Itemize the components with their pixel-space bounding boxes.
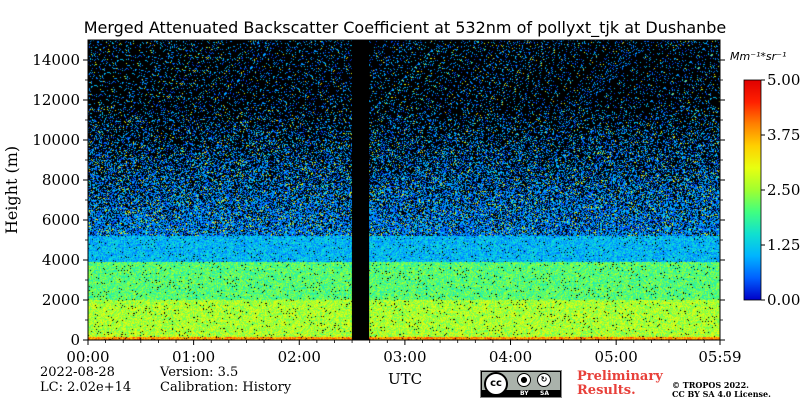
colorbar-tick-label: 0.00 bbox=[767, 291, 800, 309]
date-label: 2022-08-28 bbox=[40, 365, 115, 380]
y-tick-label: 8000 bbox=[42, 171, 80, 189]
colorbar-tick-label: 2.50 bbox=[767, 181, 800, 199]
x-tick-label: 02:00 bbox=[278, 348, 321, 366]
y-tick-label: 4000 bbox=[42, 251, 80, 269]
heatmap-image bbox=[88, 40, 720, 340]
preliminary-results-label: Results. bbox=[577, 383, 636, 398]
colorbar-ticks: 0.00 1.25 2.50 3.75 5.00 bbox=[761, 71, 800, 309]
y-tick-label: 10000 bbox=[32, 131, 80, 149]
x-axis: 00:00 01:00 02:00 03:00 04:00 05:00 05:59 bbox=[66, 340, 742, 366]
cc-license-badge: cc ● ↻ BY SA bbox=[480, 370, 562, 398]
y-tick-label: 6000 bbox=[42, 211, 80, 229]
badge-by-label: BY bbox=[520, 390, 529, 397]
x-tick-label: 04:00 bbox=[489, 348, 532, 366]
calibration-label: Calibration: History bbox=[160, 380, 292, 395]
y-tick-label: 2000 bbox=[42, 291, 80, 309]
x-tick-label: 05:00 bbox=[595, 348, 638, 366]
colorbar-unit: Mm⁻¹*sr⁻¹ bbox=[730, 50, 786, 63]
lc-label: LC: 2.02e+14 bbox=[40, 380, 132, 395]
plot-frame bbox=[87, 39, 721, 341]
colorbar-tick-label: 3.75 bbox=[767, 126, 800, 144]
sa-icon: ↻ bbox=[537, 373, 551, 387]
by-icon: ● bbox=[517, 373, 531, 387]
x-axis-label: UTC bbox=[388, 370, 422, 388]
y-axis: 0 2000 4000 6000 8000 10000 12000 14000 bbox=[32, 51, 725, 349]
colorbar-tick-label: 5.00 bbox=[767, 71, 800, 89]
preliminary-label: Preliminary bbox=[577, 369, 663, 384]
x-tick-label: 03:00 bbox=[383, 348, 426, 366]
license-line: CC BY SA 4.0 License. bbox=[672, 389, 771, 399]
chart-title: Merged Attenuated Backscatter Coefficien… bbox=[84, 18, 727, 38]
x-tick-label: 01:00 bbox=[172, 348, 215, 366]
version-label: Version: 3.5 bbox=[160, 365, 239, 380]
copyright-line: © TROPOS 2022. bbox=[672, 380, 749, 390]
data-gap bbox=[352, 40, 369, 340]
y-tick-label: 14000 bbox=[32, 51, 80, 69]
badge-sa-label: SA bbox=[540, 390, 549, 397]
x-tick-label: 00:00 bbox=[66, 348, 109, 366]
y-tick-label: 0 bbox=[70, 331, 80, 349]
colorbar-tick-label: 1.25 bbox=[767, 236, 800, 254]
cc-icon: cc bbox=[484, 372, 508, 396]
x-tick-label: 05:59 bbox=[698, 348, 741, 366]
y-axis-label: Height (m) bbox=[2, 146, 21, 234]
colorbar bbox=[743, 79, 762, 301]
y-tick-label: 12000 bbox=[32, 91, 80, 109]
